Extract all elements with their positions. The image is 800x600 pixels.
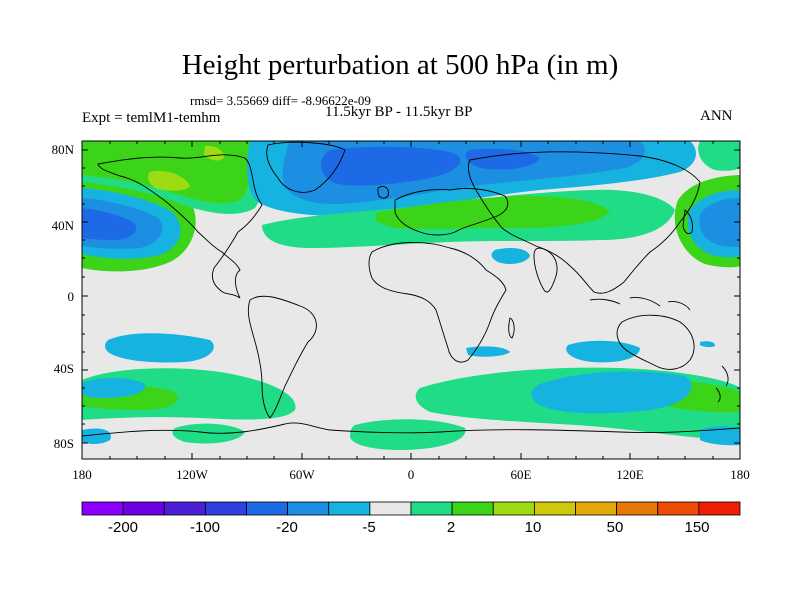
south-atlantic-low (466, 346, 510, 357)
colorbar-swatch (122, 501, 165, 516)
colorbar-label: -200 (108, 519, 138, 536)
x-tick-label: 120W (176, 467, 209, 482)
colorbar-swatch (204, 501, 247, 516)
x-tick-label: 60W (289, 467, 315, 482)
madagascar-coast (508, 317, 515, 339)
colorbar-swatch (287, 501, 330, 516)
x-tick-label: 180 (730, 467, 750, 482)
page-title: Height perturbation at 500 hPa (in m) (181, 49, 619, 81)
y-tick-label: 80N (52, 142, 75, 157)
colorbar-swatch (410, 501, 453, 516)
europe-coast (394, 187, 509, 236)
y-tick-label: 80S (54, 436, 74, 451)
colorbar-swatch (451, 501, 494, 516)
africa-coast (368, 242, 507, 363)
colorbar-swatch (328, 501, 371, 516)
antarctic-band (82, 419, 740, 450)
experiment-label: Expt = temlM1-temhm (82, 110, 221, 126)
colorbar-label: -5 (362, 519, 375, 536)
stats-label: rmsd= 3.55669 diff= -8.96622e-09 (190, 93, 371, 108)
colorbar-swatch (163, 501, 206, 516)
india-coast (533, 247, 558, 293)
colorbar-swatch (246, 501, 289, 516)
colorbar-swatch (492, 501, 535, 516)
colorbar-label: 50 (607, 519, 624, 536)
colorbar (81, 501, 741, 516)
colorbar-swatch (616, 501, 659, 516)
colorbar-label: -20 (276, 519, 298, 536)
map-plot-area (82, 141, 740, 459)
x-tick-label: 120E (616, 467, 644, 482)
x-tick-label: 180 (72, 467, 92, 482)
colorbar-labels: -200 -100 -20 -5 2 10 50 150 (108, 519, 710, 536)
south-pacific-low (105, 333, 214, 363)
x-tick-label: 0 (408, 467, 415, 482)
south-america-coast (247, 295, 317, 419)
y-axis-labels: 80N 40N 0 40S 80S (52, 142, 75, 451)
antarctica-coast (82, 422, 740, 437)
colorbar-swatch (575, 501, 618, 516)
new-zealand-coast (715, 365, 729, 403)
colorbar-swatch (698, 501, 741, 516)
colorbar-label: -100 (190, 519, 220, 536)
y-tick-label: 40S (54, 361, 74, 376)
coastlines (82, 141, 740, 437)
arctic-low-anomaly (247, 141, 696, 216)
x-axis-labels: 180 120W 60W 0 60E 120E 180 (72, 467, 750, 482)
midlatitude-positive-belt (262, 141, 740, 248)
colorbar-swatch (533, 501, 576, 516)
colorbar-label: 150 (684, 519, 709, 536)
greenland-coast (266, 141, 346, 193)
period-label: 11.5kyr BP - 11.5kyr BP (325, 104, 473, 120)
season-label: ANN (700, 108, 733, 124)
colorbar-label: 2 (447, 519, 455, 536)
australia-low (700, 341, 716, 348)
y-tick-label: 40N (52, 218, 75, 233)
southern-ocean-low (82, 371, 692, 414)
colorbar-swatch (657, 501, 700, 516)
asia-coast (467, 151, 701, 294)
axis-ticks (81, 141, 741, 459)
indonesia-coast (589, 297, 691, 311)
colorbar-swatch (369, 501, 412, 516)
japan-coast (682, 209, 693, 235)
colorbar-label: 10 (525, 519, 542, 536)
uk-coast (377, 185, 389, 199)
y-tick-label: 0 (68, 289, 75, 304)
middle-east-low (491, 248, 530, 264)
north-america-coast (97, 154, 263, 299)
australia-coast (616, 314, 695, 370)
colorbar-swatch (81, 501, 124, 516)
x-tick-label: 60E (511, 467, 532, 482)
